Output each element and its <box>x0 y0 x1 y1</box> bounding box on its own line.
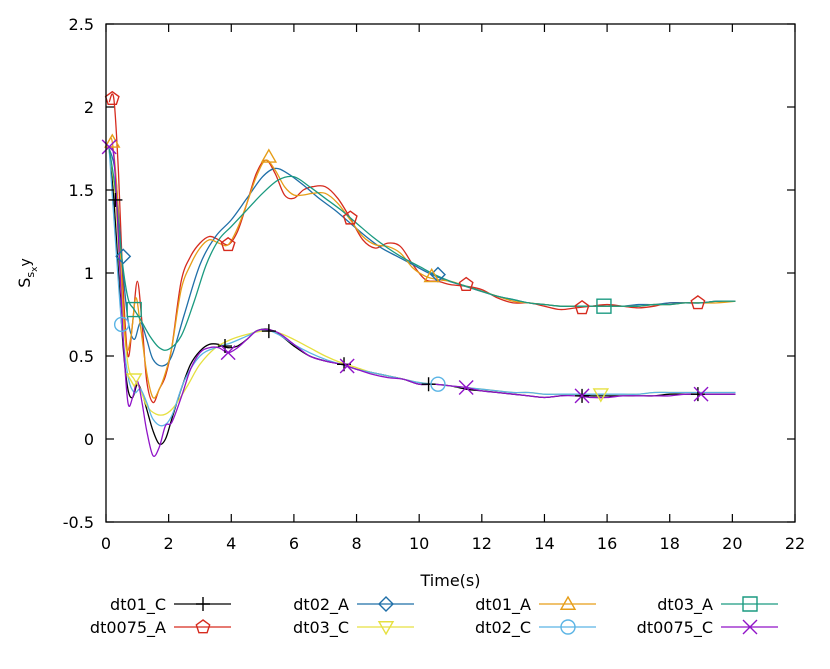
data-point-dt01_A <box>423 267 440 283</box>
x-tick-label: 4 <box>226 534 236 553</box>
series-line-dt01_C <box>108 148 736 446</box>
x-axis-label: Time(s) <box>420 571 481 590</box>
data-point-dt0075_A <box>104 90 120 106</box>
data-point-dt01_C <box>690 387 705 402</box>
data-point-dt0075_A <box>458 276 474 291</box>
data-point-dt0075_A <box>220 236 236 252</box>
legend-marker <box>196 597 210 611</box>
legend-item-dt01_A: dt01_A <box>475 595 596 615</box>
legend: dt01_C dt0075_A dt02_A dt03_C dt01_A dt02_C dt… <box>90 595 778 638</box>
data-point-dt0075_C <box>574 388 590 404</box>
data-point-dt0075_C <box>339 358 355 374</box>
legend-label: dt01_A <box>475 595 531 615</box>
x-tick-label: 0 <box>101 534 111 553</box>
legend-label: dt0075_A <box>90 618 166 638</box>
y-tick-label: 1.5 <box>69 181 94 200</box>
plot-frame <box>105 23 796 523</box>
series-line-dt0075_A <box>108 93 736 404</box>
y-axis-ticks: -0.5 0 0.5 1 1.5 2 2.5 <box>63 15 795 532</box>
data-point-dt01_C <box>108 192 123 207</box>
y-axis-label-subsub: x <box>30 266 40 272</box>
data-point-dt01_C <box>218 339 233 354</box>
data-point-dt01_C <box>261 324 276 339</box>
y-tick-label: 0.5 <box>69 347 94 366</box>
legend-marker <box>378 596 394 612</box>
x-tick-label: 6 <box>289 534 299 553</box>
legend-label: dt03_C <box>293 618 349 638</box>
data-point-dt02_C <box>430 376 446 392</box>
data-point-dt03_A <box>596 298 612 314</box>
data-point-dt03_A <box>126 301 142 318</box>
y-tick-label: -0.5 <box>63 513 94 532</box>
data-point-dt0075_C <box>101 139 117 155</box>
data-point-dt02_A <box>115 248 132 265</box>
data-point-dt0075_C <box>693 386 709 402</box>
y-axis-label-tail: y <box>18 258 34 266</box>
y-tick-label: 1 <box>84 264 94 283</box>
y-tick-label: 0 <box>84 430 94 449</box>
legend-item-dt03_A: dt03_A <box>657 595 778 615</box>
y-tick-label: 2 <box>84 98 94 117</box>
legend-item-dt02_C: dt02_C <box>475 618 596 638</box>
y-tick-label: 2.5 <box>69 15 94 34</box>
data-point-dt0075_C <box>220 345 236 361</box>
legend-marker <box>560 619 576 635</box>
legend-item-dt0075_C: dt0075_C <box>637 618 778 638</box>
legend-label: dt02_A <box>293 595 349 615</box>
data-point-dt01_A <box>260 148 278 163</box>
legend-item-dt0075_A: dt0075_A <box>90 618 231 638</box>
x-tick-label: 18 <box>660 534 680 553</box>
legend-marker <box>559 595 577 610</box>
legend-marker <box>195 619 211 634</box>
series-line-dt0075_C <box>108 145 736 457</box>
legend-item-dt03_C: dt03_C <box>293 618 414 638</box>
x-tick-label: 8 <box>351 534 361 553</box>
data-point-dt03_C <box>592 388 610 403</box>
series-markers <box>101 90 709 404</box>
series-line-dt03_C <box>108 148 736 416</box>
legend-label: dt03_A <box>657 595 713 615</box>
legend-item-dt01_C: dt01_C <box>110 595 231 615</box>
series-line-dt03_A <box>108 148 736 351</box>
legend-label: dt01_C <box>110 595 166 615</box>
legend-marker <box>742 596 758 612</box>
legend-item-dt02_A: dt02_A <box>293 595 414 615</box>
y-axis-label-main: S <box>15 278 34 288</box>
series-line-dt02_C <box>108 148 736 427</box>
y-axis-label-sub: s <box>24 272 37 278</box>
legend-label: dt0075_C <box>637 618 713 638</box>
data-point-dt0075_C <box>458 380 474 396</box>
data-point-dt01_C <box>421 377 436 392</box>
x-tick-label: 12 <box>472 534 492 553</box>
data-point-dt03_C <box>125 373 143 388</box>
x-tick-label: 2 <box>164 534 174 553</box>
series-line-dt02_A <box>108 148 736 367</box>
legend-marker <box>377 621 395 636</box>
x-axis-ticks: 0 2 4 6 8 10 12 14 16 18 20 22 <box>101 24 805 553</box>
legend-label: dt02_C <box>475 618 531 638</box>
series-lines <box>108 93 736 457</box>
data-point-dt0075_A <box>342 210 358 225</box>
data-point-dt02_C <box>113 316 130 333</box>
x-tick-label: 10 <box>409 534 429 553</box>
data-point-dt0075_A <box>690 295 706 310</box>
x-tick-label: 14 <box>534 534 554 553</box>
data-point-dt0075_A <box>574 299 590 315</box>
x-tick-label: 16 <box>597 534 617 553</box>
x-tick-label: 22 <box>785 534 805 553</box>
y-axis-label: Ssxy <box>15 258 40 288</box>
x-tick-label: 20 <box>722 534 742 553</box>
legend-marker <box>742 619 758 635</box>
